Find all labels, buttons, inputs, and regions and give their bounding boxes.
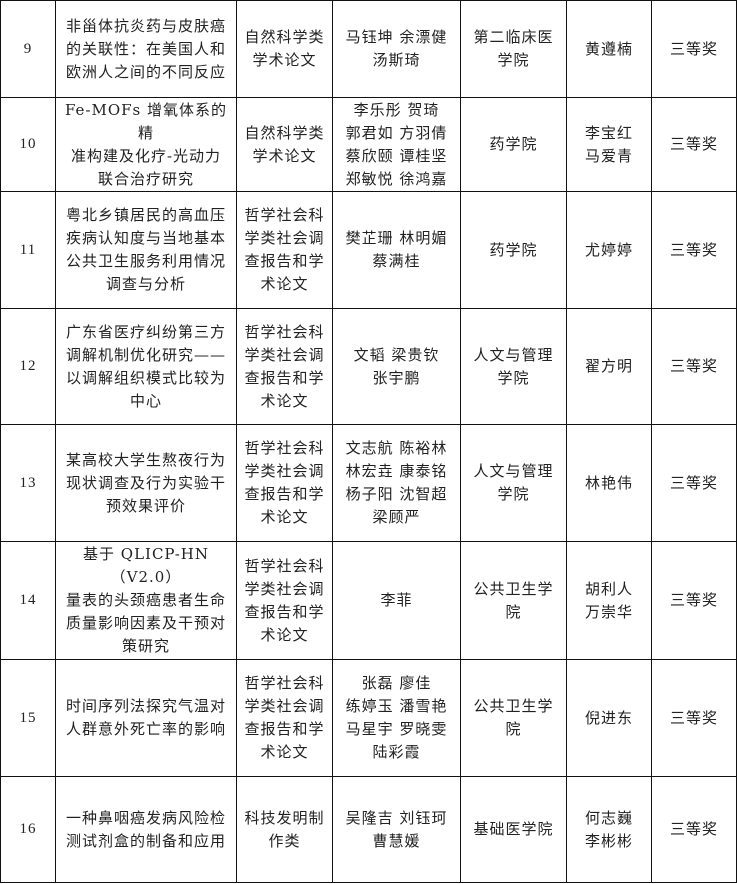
project-category-cell: 哲学社会科 学类社会调 查报告和学 术论文 xyxy=(236,191,333,309)
project-title-cell: 某高校大学生熬夜行为 现状调查及行为实验干 预效果评价 xyxy=(55,424,237,542)
college-cell: 人文与管理 学院 xyxy=(460,424,567,542)
row-number-cell: 16 xyxy=(0,776,56,883)
college-cell: 药学院 xyxy=(460,191,567,309)
college-cell: 药学院 xyxy=(460,97,567,192)
authors-cell: 李乐彤 贺琦 郭君如 方羽倩 蔡欣颐 谭桂坚 郑敏悦 徐鸿嘉 xyxy=(332,97,461,192)
award-level-cell: 三等奖 xyxy=(651,424,737,542)
advisor-cell: 胡利人 万崇华 xyxy=(566,541,652,660)
authors-cell: 马钰坤 余漂健 汤斯琦 xyxy=(332,0,461,98)
project-category-cell: 科技发明制 作类 xyxy=(236,776,333,883)
project-title-cell: 一种鼻咽癌发病风险检 测试剂盒的制备和应用 xyxy=(55,776,237,883)
project-title-cell: 非甾体抗炎药与皮肤癌 的关联性：在美国人和 欧洲人之间的不同反应 xyxy=(55,0,237,98)
row-number-cell: 13 xyxy=(0,424,56,542)
row-number-cell: 10 xyxy=(0,97,56,192)
project-title-cell: 广东省医疗纠纷第三方 调解机制优化研究—— 以调解组织模式比较为 中心 xyxy=(55,308,237,425)
table-row: 10 Fe-MOFs 增氧体系的精 准构建及化疗-光动力 联合治疗研究 自然科学类 … xyxy=(0,97,737,192)
authors-cell: 文志航 陈裕林 林宏垚 康泰铭 杨子阳 沈智超 梁顾严 xyxy=(332,424,461,542)
advisor-cell: 何志巍 李彬彬 xyxy=(566,776,652,883)
award-level-cell: 三等奖 xyxy=(651,776,737,883)
college-cell: 人文与管理 学院 xyxy=(460,308,567,425)
authors-cell: 文韬 梁贵钦 张宇鹏 xyxy=(332,308,461,425)
project-category-cell: 哲学社会科 学类社会调 查报告和学 术论文 xyxy=(236,424,333,542)
project-title-cell: Fe-MOFs 增氧体系的精 准构建及化疗-光动力 联合治疗研究 xyxy=(55,97,237,192)
project-title-cell: 时间序列法探究气温对 人群意外死亡率的影响 xyxy=(55,659,237,777)
project-title-cell: 粤北乡镇居民的高血压 疾病认知度与当地基本 公共卫生服务利用情况 调查与分析 xyxy=(55,191,237,309)
college-cell: 公共卫生学 院 xyxy=(460,541,567,660)
table-row: 16 一种鼻咽癌发病风险检 测试剂盒的制备和应用 科技发明制 作类 吴隆吉 刘钰珂 曹… xyxy=(0,776,737,883)
advisor-cell: 李宝红 马爱青 xyxy=(566,97,652,192)
authors-cell: 李菲 xyxy=(332,541,461,660)
award-level-cell: 三等奖 xyxy=(651,308,737,425)
table-row: 9 非甾体抗炎药与皮肤癌 的关联性：在美国人和 欧洲人之间的不同反应 自然科学类 学… xyxy=(0,0,737,98)
advisor-cell: 倪进东 xyxy=(566,659,652,777)
project-category-cell: 哲学社会科 学类社会调 查报告和学 术论文 xyxy=(236,659,333,777)
authors-cell: 张磊 廖佳 练婷玉 潘雪艳 马星宇 罗晓雯 陆彩霞 xyxy=(332,659,461,777)
table-row: 11 粤北乡镇居民的高血压 疾病认知度与当地基本 公共卫生服务利用情况 调查与分析… xyxy=(0,191,737,309)
row-number-cell: 11 xyxy=(0,191,56,309)
award-level-cell: 三等奖 xyxy=(651,0,737,98)
advisor-cell: 林艳伟 xyxy=(566,424,652,542)
row-number-cell: 9 xyxy=(0,0,56,98)
authors-cell: 樊芷珊 林明媚 蔡满桂 xyxy=(332,191,461,309)
project-category-cell: 哲学社会科 学类社会调 查报告和学 术论文 xyxy=(236,308,333,425)
table-row: 13 某高校大学生熬夜行为 现状调查及行为实验干 预效果评价 哲学社会科 学类社会调… xyxy=(0,424,737,542)
award-level-cell: 三等奖 xyxy=(651,97,737,192)
advisor-cell: 黄遵楠 xyxy=(566,0,652,98)
college-cell: 第二临床医 学院 xyxy=(460,0,567,98)
project-category-cell: 自然科学类 学术论文 xyxy=(236,0,333,98)
table-row: 12 广东省医疗纠纷第三方 调解机制优化研究—— 以调解组织模式比较为 中心 哲学社… xyxy=(0,308,737,425)
project-title-cell: 基于 QLICP-HN（V2.0） 量表的头颈癌患者生命 质量影响因素及干预对 … xyxy=(55,541,237,660)
row-number-cell: 15 xyxy=(0,659,56,777)
project-category-cell: 哲学社会科 学类社会调 查报告和学 术论文 xyxy=(236,541,333,660)
advisor-cell: 尤婷婷 xyxy=(566,191,652,309)
row-number-cell: 14 xyxy=(0,541,56,660)
award-level-cell: 三等奖 xyxy=(651,191,737,309)
advisor-cell: 翟方明 xyxy=(566,308,652,425)
table-row: 15 时间序列法探究气温对 人群意外死亡率的影响 哲学社会科 学类社会调 查报告和学… xyxy=(0,659,737,777)
row-number-cell: 12 xyxy=(0,308,56,425)
project-category-cell: 自然科学类 学术论文 xyxy=(236,97,333,192)
college-cell: 基础医学院 xyxy=(460,776,567,883)
award-level-cell: 三等奖 xyxy=(651,659,737,777)
college-cell: 公共卫生学 院 xyxy=(460,659,567,777)
award-level-cell: 三等奖 xyxy=(651,541,737,660)
table-row: 14 基于 QLICP-HN（V2.0） 量表的头颈癌患者生命 质量影响因素及干预… xyxy=(0,541,737,660)
authors-cell: 吴隆吉 刘钰珂 曹慧媛 xyxy=(332,776,461,883)
